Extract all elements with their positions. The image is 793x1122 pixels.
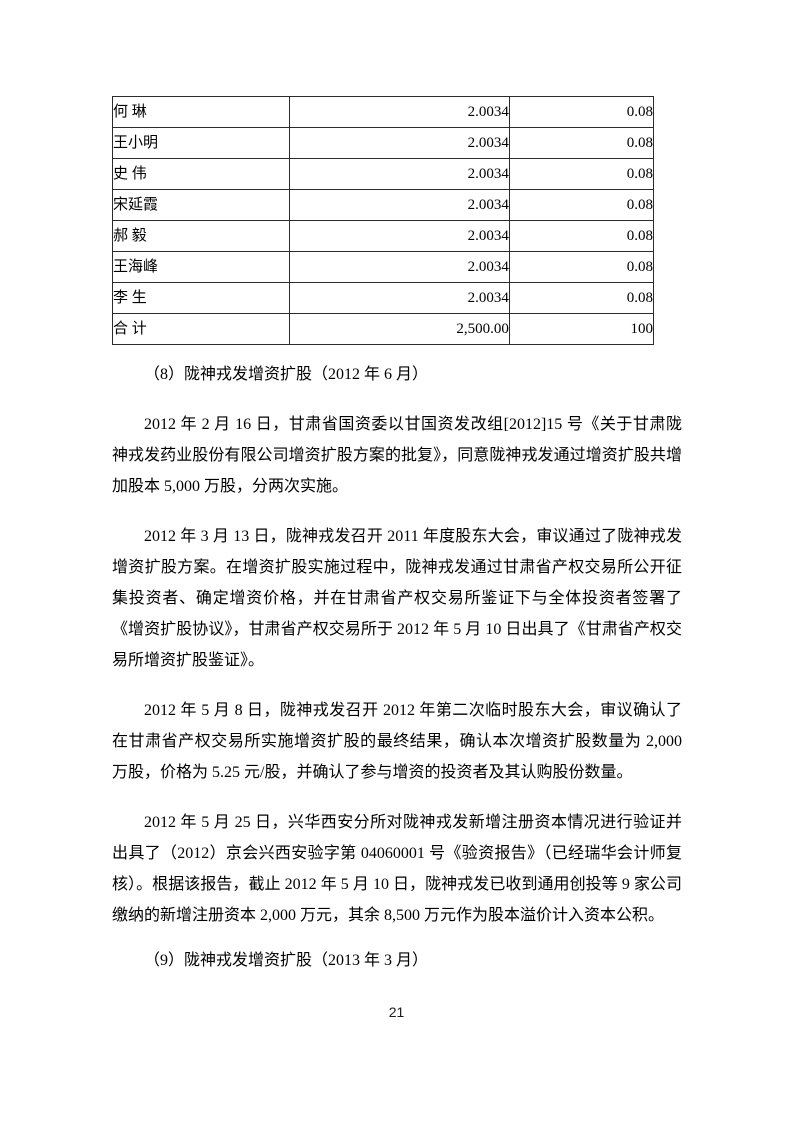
shareholder-name-cell: 王小明 <box>112 127 290 159</box>
section-heading-8: （8）陇神戎发增资扩股（2012 年 6 月） <box>144 366 429 383</box>
shareholder-name-cell: 王海峰 <box>112 251 290 283</box>
paragraph: 2012 年 3 月 13 日，陇神戎发召开 2011 年度股东大会，审议通过了… <box>112 528 682 669</box>
table-row: 李 生 2.0034 0.08 <box>112 282 655 314</box>
shareholder-name-cell: 郝 毅 <box>112 220 290 252</box>
amount-cell: 2.0034 <box>288 282 510 314</box>
shareholder-name-cell: 史 伟 <box>112 158 290 190</box>
table-row: 王小明 2.0034 0.08 <box>112 127 655 159</box>
total-amount-cell: 2,500.00 <box>288 313 510 345</box>
total-label-cell: 合 计 <box>112 313 290 345</box>
ratio-cell: 0.08 <box>508 127 655 159</box>
amount-cell: 2.0034 <box>288 96 510 128</box>
amount-cell: 2.0034 <box>288 220 510 252</box>
paragraph: 2012 年 5 月 8 日，陇神戎发召开 2012 年第二次临时股东大会，审议… <box>112 702 682 781</box>
ratio-cell: 0.08 <box>508 220 655 252</box>
amount-cell: 2.0034 <box>288 158 510 190</box>
paragraph: 2012 年 2 月 16 日，甘肃省国资委以甘国资发改组[2012]15 号《… <box>112 416 682 495</box>
shareholder-name-cell: 宋延霞 <box>112 189 290 221</box>
amount-cell: 2.0034 <box>288 189 510 221</box>
shareholder-name-cell: 李 生 <box>112 282 290 314</box>
table-row: 郝 毅 2.0034 0.08 <box>112 220 655 252</box>
ratio-cell: 0.08 <box>508 189 655 221</box>
document-content: 何 琳 2.0034 0.08 王小明 2.0034 0.08 史 伟 2.00… <box>112 96 682 976</box>
table-row-total: 合 计 2,500.00 100 <box>112 313 655 345</box>
shareholder-name-cell: 何 琳 <box>112 96 290 128</box>
ratio-cell: 0.08 <box>508 282 655 314</box>
ratio-cell: 0.08 <box>508 96 655 128</box>
table-row: 宋延霞 2.0034 0.08 <box>112 189 655 221</box>
table-row: 史 伟 2.0034 0.08 <box>112 158 655 190</box>
page-number: 21 <box>388 1004 405 1020</box>
section-heading-9: （9）陇神戎发增资扩股（2013 年 3 月） <box>144 952 429 969</box>
shareholder-equity-table: 何 琳 2.0034 0.08 王小明 2.0034 0.08 史 伟 2.00… <box>112 96 655 345</box>
total-ratio-cell: 100 <box>508 313 655 345</box>
amount-cell: 2.0034 <box>288 251 510 283</box>
table-row: 王海峰 2.0034 0.08 <box>112 251 655 283</box>
ratio-cell: 0.08 <box>508 251 655 283</box>
ratio-cell: 0.08 <box>508 158 655 190</box>
table-row: 何 琳 2.0034 0.08 <box>112 96 655 128</box>
amount-cell: 2.0034 <box>288 127 510 159</box>
paragraph: 2012 年 5 月 25 日，兴华西安分所对陇神戎发新增注册资本情况进行验证并… <box>112 814 682 924</box>
